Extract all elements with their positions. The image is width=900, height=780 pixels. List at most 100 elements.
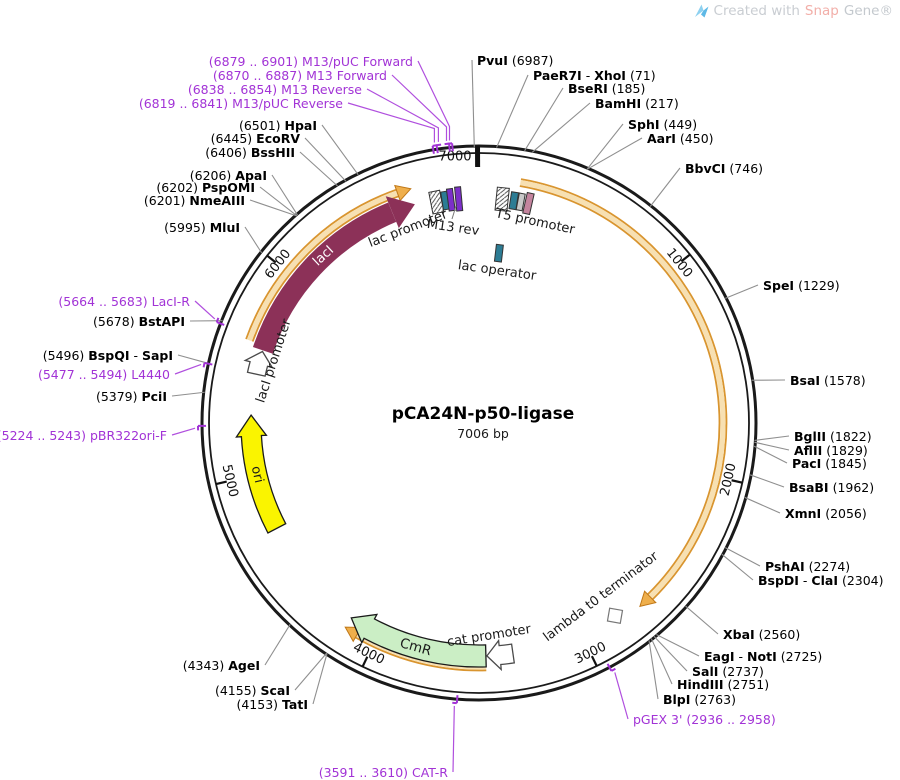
insert-orf-arrowhead — [639, 590, 657, 608]
primer-leader-M13/pUC Reverse — [347, 102, 435, 143]
m13-rev-label: M13 rev — [426, 217, 481, 239]
site-label-BsaI: BsaI (1578) — [790, 373, 866, 388]
site-label-MluI: (5995) MluI — [164, 220, 240, 235]
site-label-BlpI: BlpI (2763) — [663, 692, 736, 707]
laci-orf-arc-0 — [245, 188, 397, 340]
site-label-SpeI: SpeI (1229) — [763, 278, 840, 293]
primer-hook-CAT-R — [455, 695, 459, 704]
primer-label-CAT-R: (3591 .. 3610) CAT-R — [319, 765, 449, 780]
watermark-created-with: Created with — [713, 3, 800, 19]
site-label-SphI: SphI (449) — [628, 117, 697, 132]
leader-HpaI — [321, 124, 359, 176]
insert-orf-arc-0 — [520, 178, 728, 601]
site-label-SalI: SalI (2737) — [692, 664, 764, 679]
site-label-AarI: AarI (450) — [647, 131, 714, 146]
backbone-inner-ring — [208, 152, 750, 694]
leader-MluI — [244, 226, 263, 254]
primer-hook-pGEX 3' — [606, 663, 613, 672]
laci-orf-arrowhead — [394, 184, 412, 202]
leader-BseRI — [524, 87, 564, 152]
primer-leader-LacI-R — [194, 300, 216, 320]
primer-label-LacI-R: (5664 .. 5683) LacI-R — [58, 294, 190, 309]
primer-label-pGEX 3': pGEX 3' (2936 .. 2958) — [633, 712, 776, 727]
primer-hook-M13/pUC Forward — [451, 143, 454, 152]
leader-AflII — [754, 441, 790, 451]
site-label-BseRI: BseRI (185) — [568, 81, 645, 96]
site-label-BamHI: BamHI (217) — [595, 96, 679, 111]
site-label-BstAPI: (5678) BstAPI — [93, 314, 185, 329]
site-label-AflII: AflII (1829) — [794, 443, 868, 458]
primer-hook-L4440 — [204, 361, 213, 366]
leader-HindIII — [650, 638, 673, 685]
leader-PshAI — [724, 547, 761, 567]
site-label-BbvCI: BbvCI (746) — [685, 161, 763, 176]
site-label-XbaI: XbaI (2560) — [723, 627, 800, 642]
watermark: Created with Snap Gene® — [694, 3, 893, 19]
leader-XmnI — [744, 496, 781, 514]
tick-1000 — [680, 253, 691, 263]
site-label-BsaBI: BsaBI (1962) — [789, 480, 874, 495]
site-label-EcoRV: (6445) EcoRV — [211, 131, 301, 146]
primer-label-pBR322ori-F: (5224 .. 5243) pBR322ori-F — [0, 428, 167, 443]
leader-PaeR7I - XhoI — [496, 74, 529, 148]
leader-NmeAIII — [249, 199, 297, 217]
leader-BspQI - SapI — [177, 354, 210, 365]
primer-label-M13 Forward: (6870 .. 6887) M13 Forward — [213, 68, 387, 83]
tick-label-2000: 2000 — [718, 462, 740, 498]
leader-ScaI — [294, 652, 328, 691]
site-label-PshAI: PshAI (2274) — [765, 559, 850, 574]
lac-promoter-elements-box-3 — [454, 186, 464, 212]
ori-label: ori — [248, 465, 266, 485]
watermark-brand-gene: Gene® — [843, 3, 893, 19]
leader-PacI — [753, 445, 788, 464]
site-label-ApaI: (6206) ApaI — [190, 168, 267, 183]
primer-hook-M13 Reverse — [435, 145, 439, 154]
leader-BspDI - ClaI — [721, 553, 754, 581]
lac-promoter-elements-box-2 — [445, 187, 456, 212]
leader-XbaI — [685, 605, 719, 635]
cat-promoter-label: cat promoter — [446, 622, 533, 650]
primer-mark-L4440 — [202, 362, 206, 368]
tick-label-5000: 5000 — [219, 463, 241, 499]
leader-BamHI — [532, 102, 591, 153]
leader-PvuI — [471, 59, 475, 148]
cmr-orf-arc-0 — [354, 636, 487, 672]
watermark-brand-snap: Snap — [804, 3, 839, 19]
leader-BsaBI — [749, 474, 785, 488]
leader-PciI — [171, 391, 205, 397]
lambda-t0-terminator-symbol — [606, 607, 624, 624]
site-label-XmnI: XmnI (2056) — [785, 506, 867, 521]
primer-label-M13/pUC Forward: (6879 .. 6901) M13/pUC Forward — [209, 54, 413, 69]
laci-orf-arc-2 — [251, 195, 399, 342]
primer-mark-LacI-R — [215, 317, 220, 323]
ori-arrow — [235, 413, 287, 534]
site-label-BspQI - SapI: (5496) BspQI - SapI — [43, 348, 173, 363]
t5-promoter-elements-box-1 — [508, 191, 520, 211]
site-label-BglII: BglII (1822) — [794, 429, 872, 444]
tick-2000 — [731, 479, 743, 484]
primer-leader-M13 Forward — [391, 74, 448, 141]
primer-hook-LacI-R — [216, 321, 225, 326]
leader-ApaI — [271, 174, 299, 216]
primer-label-L4440: (5477 .. 5494) L4440 — [38, 367, 170, 382]
site-label-ScaI: (4155) ScaI — [215, 683, 290, 698]
site-label-NmeAIII: (6201) NmeAIII — [144, 193, 245, 208]
lacI-promoter-arrow — [243, 350, 274, 377]
insert-orf-arc-1 — [519, 180, 726, 599]
primer-leader-CAT-R — [452, 705, 455, 773]
label-connector-0 — [451, 205, 457, 220]
primer-mark-M13 Reverse — [436, 143, 442, 147]
cat-promoter-arrow — [486, 638, 516, 672]
site-label-PvuI: PvuI (6987) — [477, 53, 553, 68]
site-label-BspDI - ClaI: BspDI - ClaI (2304) — [758, 573, 884, 588]
primer-mark-pGEX 3' — [610, 667, 616, 672]
insert-orf-arc-2 — [519, 185, 721, 596]
CmR-arrow — [350, 613, 487, 668]
primer-hook-M13 Forward — [448, 143, 451, 152]
tick-6000 — [266, 254, 277, 264]
site-label-PacI: PacI (1845) — [792, 456, 867, 471]
primer-label-M13/pUC Reverse: (6819 .. 6841) M13/pUC Reverse — [139, 96, 343, 111]
leader-AgeI — [264, 624, 291, 666]
